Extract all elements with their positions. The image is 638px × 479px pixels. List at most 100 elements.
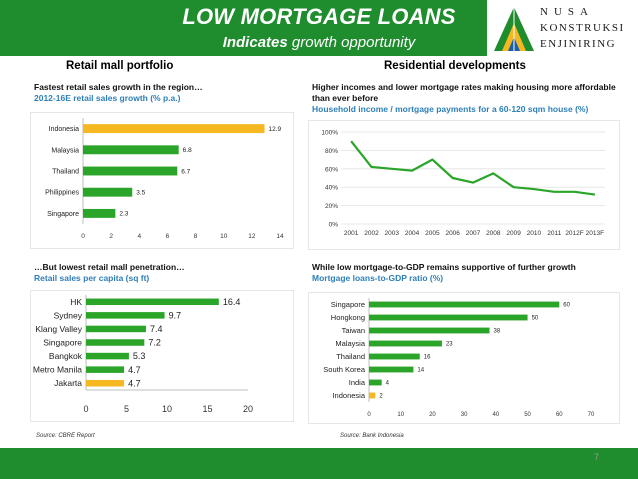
category-label: Thailand — [336, 352, 365, 361]
category-label: Metro Manila — [33, 365, 82, 375]
chart2-frame — [308, 120, 620, 250]
chart1-caption-text: Fastest retail sales growth in the regio… — [34, 82, 203, 92]
category-label: Thailand — [52, 168, 79, 175]
x-tick-label: 20 — [243, 404, 253, 414]
y-tick-label: 20% — [325, 203, 338, 210]
left-section-title: Retail mall portfolio — [66, 60, 174, 72]
x-tick-label: 12 — [248, 233, 256, 240]
chart4-caption: While low mortgage-to-GDP remains suppor… — [312, 262, 622, 284]
x-tick-label: 2002 — [364, 230, 379, 237]
bar — [369, 353, 420, 360]
logo-line-1: NUSA — [540, 6, 594, 18]
category-label: Singapore — [43, 337, 82, 347]
category-label: Malaysia — [51, 147, 79, 154]
x-tick-label: 10 — [397, 412, 404, 418]
x-tick-label: 2010 — [527, 230, 542, 237]
data-label: 6.7 — [181, 168, 190, 175]
data-label: 4.7 — [128, 365, 141, 375]
bar — [369, 366, 414, 373]
bar — [369, 301, 560, 308]
category-label: Bangkok — [49, 351, 83, 361]
category-label: Taiwan — [342, 326, 365, 335]
chart3-caption: …But lowest retail mall penetration… Ret… — [34, 262, 289, 284]
bar — [369, 340, 442, 347]
x-tick-label: 2007 — [466, 230, 481, 237]
y-tick-label: 80% — [325, 148, 338, 155]
data-label: 38 — [494, 329, 501, 335]
logo-line-2: KONSTRUKSI — [540, 22, 625, 34]
source-left: Source: CBRE Report — [36, 433, 95, 439]
data-label: 16.4 — [223, 297, 241, 307]
data-label: 23 — [446, 342, 453, 348]
chart4-frame — [308, 292, 620, 424]
bar — [86, 325, 146, 333]
x-tick-label: 14 — [276, 233, 284, 240]
x-tick-label: 5 — [124, 404, 129, 414]
x-tick-label: 20 — [429, 412, 436, 418]
y-tick-label: 100% — [321, 130, 338, 137]
subtitle-part-b: growth opportunity — [291, 34, 416, 51]
data-label: 12.9 — [269, 126, 282, 133]
bar — [369, 327, 490, 334]
chart1-caption: Fastest retail sales growth in the regio… — [34, 82, 289, 104]
x-tick-label: 15 — [202, 404, 212, 414]
data-label: 3.5 — [136, 189, 145, 196]
bar — [369, 392, 376, 399]
bar — [86, 379, 125, 387]
bar — [369, 379, 382, 386]
page-subtitle: Indicates growth opportunity — [0, 34, 638, 51]
bar — [83, 145, 179, 155]
x-tick-label: 30 — [461, 412, 468, 418]
bar — [83, 187, 133, 197]
x-tick-label: 6 — [166, 233, 170, 240]
chart2-subcaption: Household income / mortgage payments for… — [312, 104, 589, 114]
footer-band — [0, 448, 638, 479]
chart4-caption-text: While low mortgage-to-GDP remains suppor… — [312, 262, 576, 272]
x-tick-label: 10 — [220, 233, 228, 240]
data-label: 4 — [386, 381, 390, 387]
chart3-subcaption: Retail sales per capita (sq ft) — [34, 273, 150, 283]
chart1-retail-growth: 0 2 4 6 8 10 12 14 Indonesia 12.9 Malaysia 6.8 Thail… — [45, 118, 284, 240]
x-tick-label: 2004 — [405, 230, 420, 237]
bar — [83, 166, 178, 176]
x-tick-label: 2008 — [486, 230, 501, 237]
series-line — [350, 140, 595, 196]
data-label: 4.7 — [128, 378, 141, 388]
triangle-logo-icon — [494, 7, 534, 51]
chart3-caption-text: …But lowest retail mall penetration… — [34, 262, 185, 272]
x-tick-label: 2011 — [547, 230, 561, 237]
data-label: 14 — [417, 368, 424, 374]
category-label: HK — [70, 297, 82, 307]
x-tick-label: 4 — [137, 233, 141, 240]
subtitle-part-a: Indicates — [222, 34, 288, 51]
x-tick-label: 2006 — [445, 230, 460, 237]
category-label: Klang Valley — [35, 324, 82, 334]
x-tick-label: 2 — [109, 233, 113, 240]
category-label: Singapore — [331, 300, 365, 309]
y-tick-label: 60% — [325, 166, 338, 173]
data-label: 50 — [532, 316, 539, 322]
bar — [86, 298, 219, 306]
data-label: 60 — [563, 303, 570, 309]
company-logo: NUSA KONSTRUKSI ENJINIRING — [487, 0, 638, 58]
data-label: 16 — [424, 355, 431, 361]
x-tick-label: 2005 — [425, 230, 440, 237]
chart2-caption-text: Higher incomes and lower mortgage rates … — [312, 82, 616, 103]
category-label: Philippines — [45, 190, 79, 197]
x-tick-label: 2001 — [344, 230, 359, 237]
bar — [86, 366, 125, 373]
chart3-frame — [30, 290, 294, 422]
x-tick-label: 8 — [194, 233, 198, 240]
page-number: 7 — [594, 452, 600, 462]
x-tick-label: 40 — [493, 412, 500, 418]
chart2-caption: Higher incomes and lower mortgage rates … — [312, 82, 622, 115]
x-tick-label: 2013F — [586, 230, 604, 237]
bar — [86, 312, 165, 319]
bar — [83, 124, 265, 134]
x-tick-label: 50 — [524, 412, 531, 418]
data-label: 7.4 — [150, 324, 163, 334]
x-tick-label: 10 — [162, 404, 172, 414]
category-label: Hongkong — [331, 313, 365, 322]
chart1-subcaption: 2012-16E retail sales growth (% p.a.) — [34, 93, 181, 103]
x-tick-label: 2003 — [385, 230, 400, 237]
